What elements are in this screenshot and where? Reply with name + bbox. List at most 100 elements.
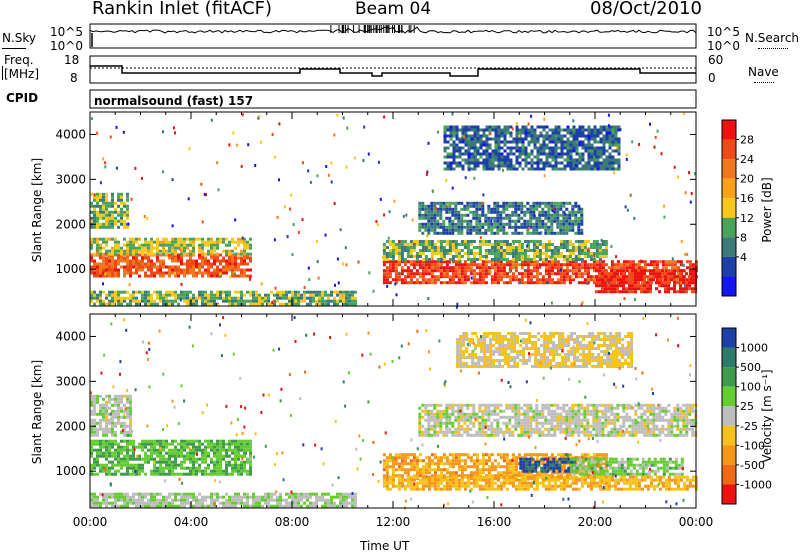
power-cell xyxy=(406,281,410,285)
velocity-cell xyxy=(400,462,404,466)
power-cell xyxy=(572,134,576,138)
power-cell xyxy=(213,249,216,253)
power-cell xyxy=(162,246,165,250)
velocity-cell xyxy=(171,472,174,476)
power-cell xyxy=(664,281,668,285)
power-cell xyxy=(451,266,455,270)
velocity-cell xyxy=(93,448,96,452)
power-cell xyxy=(457,263,461,267)
power-cell xyxy=(514,201,518,205)
power-cell xyxy=(502,281,506,285)
power-cell xyxy=(129,243,132,247)
power-cell xyxy=(457,201,461,205)
power-cell xyxy=(442,269,446,273)
power-cell xyxy=(472,258,476,261)
velocity-cell xyxy=(150,454,153,458)
power-cell xyxy=(394,275,398,279)
power-cell xyxy=(90,225,93,229)
velocity-cell xyxy=(117,394,120,398)
power-cell xyxy=(243,274,246,278)
power-cell xyxy=(484,260,488,264)
velocity-cell xyxy=(240,439,243,443)
power-cell xyxy=(255,290,258,294)
velocity-cell xyxy=(186,492,189,496)
power-cell xyxy=(634,272,637,276)
power-cell xyxy=(198,237,201,241)
power-cell xyxy=(430,210,434,214)
power-cell xyxy=(153,299,156,303)
power-scatter-cell xyxy=(581,216,584,220)
power-cell xyxy=(490,222,494,226)
power-cell xyxy=(526,272,530,276)
power-cell xyxy=(538,263,542,267)
power-cell xyxy=(454,263,458,267)
power-cell xyxy=(569,146,573,150)
velocity-cell xyxy=(279,495,282,499)
power-cell xyxy=(514,213,518,217)
power-cell xyxy=(640,269,643,273)
power-cell xyxy=(406,269,410,273)
power-cell xyxy=(430,225,434,229)
velocity-cell xyxy=(204,460,207,464)
power-cell xyxy=(487,204,491,208)
velocity-cell xyxy=(150,469,153,473)
power-cell xyxy=(147,252,150,256)
velocity-cell xyxy=(183,448,186,452)
power-scatter-cell xyxy=(502,204,505,208)
power-cell xyxy=(436,278,440,282)
power-cell xyxy=(114,246,117,250)
velocity-cell xyxy=(345,504,348,508)
power-cell xyxy=(574,231,578,235)
power-cell xyxy=(210,252,213,256)
velocity-cell xyxy=(213,448,216,452)
power-cell xyxy=(493,231,497,235)
velocity-cell xyxy=(150,442,153,446)
power-cell xyxy=(96,268,99,272)
power-cell xyxy=(566,128,570,132)
power-scatter-cell xyxy=(222,291,225,295)
power-cell xyxy=(538,231,542,235)
power-cell xyxy=(466,255,470,258)
power-scatter-cell xyxy=(336,113,339,117)
power-cell xyxy=(640,287,643,291)
power-cell xyxy=(427,278,431,282)
velocity-cell xyxy=(117,492,120,496)
power-cell xyxy=(442,225,446,229)
power-cell xyxy=(177,302,180,306)
power-cell xyxy=(533,161,537,165)
velocity-cell xyxy=(249,451,252,455)
power-cell xyxy=(682,281,685,285)
power-cell xyxy=(550,225,554,229)
power-cell xyxy=(240,259,243,263)
power-scatter-cell xyxy=(217,303,220,307)
power-cell xyxy=(391,263,395,267)
power-cell xyxy=(524,146,528,150)
power-cell xyxy=(578,143,582,147)
power-cell xyxy=(575,140,579,144)
power-cell xyxy=(560,140,564,144)
power-cell xyxy=(147,256,150,260)
power-cell xyxy=(529,240,533,243)
power-cell xyxy=(658,290,661,294)
power-cell xyxy=(195,237,198,241)
power-cell xyxy=(171,293,174,297)
power-cell xyxy=(216,240,219,244)
power-cell xyxy=(243,293,246,297)
power-cell xyxy=(493,240,497,243)
velocity-cell xyxy=(409,462,413,466)
power-cell xyxy=(126,249,129,253)
velocity-cell xyxy=(354,501,357,505)
power-cell xyxy=(174,268,177,272)
velocity-cell xyxy=(180,439,183,443)
velocity-cell xyxy=(189,492,192,496)
power-cell xyxy=(424,243,428,246)
power-cell xyxy=(460,240,464,243)
power-scatter-cell xyxy=(174,271,177,275)
power-cell xyxy=(427,269,431,273)
power-cell xyxy=(186,302,189,306)
power-cell xyxy=(207,249,210,253)
power-cell xyxy=(482,140,486,144)
power-cell xyxy=(120,249,123,253)
power-cell xyxy=(490,210,494,214)
power-cell xyxy=(485,152,489,156)
